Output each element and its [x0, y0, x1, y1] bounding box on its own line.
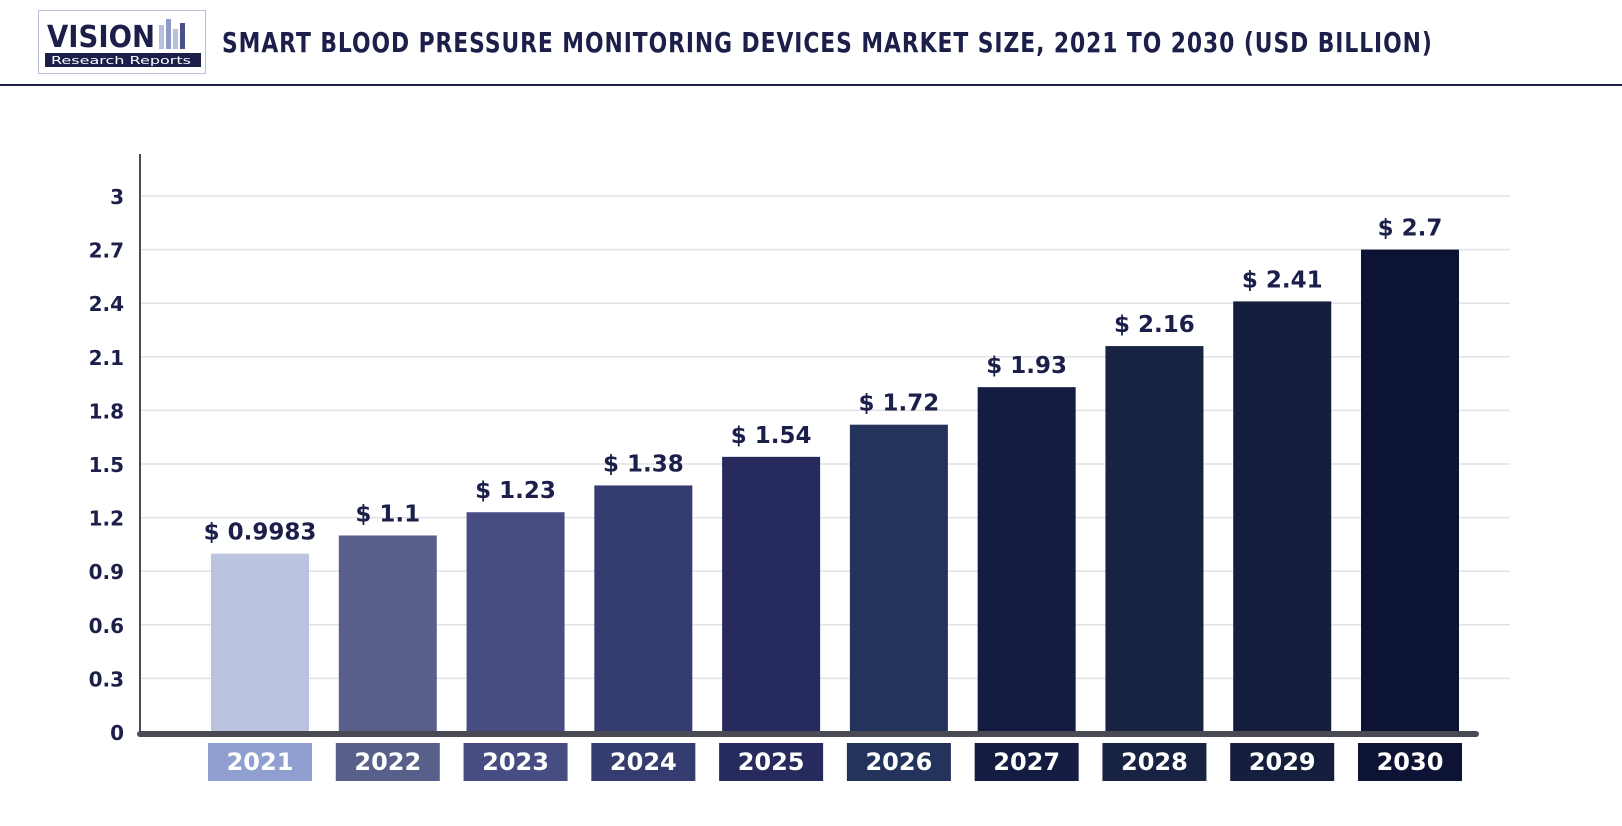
bar-2022 [338, 535, 437, 732]
bar-value-label: $ 2.7 [1378, 216, 1443, 242]
y-tick-label: 0.3 [89, 667, 124, 691]
bar-2030 [1361, 249, 1459, 732]
y-tick-label: 0 [110, 721, 124, 745]
x-tick-label: 2024 [610, 748, 677, 776]
x-tick-label: 2025 [738, 748, 805, 776]
bar-value-label: $ 0.9983 [204, 520, 317, 546]
category-box [1102, 743, 1207, 781]
category-box [719, 743, 824, 781]
bar-chart: 00.30.60.91.21.51.82.12.42.73 $ 0.9983$ … [89, 154, 1510, 781]
header: VISION Research Reports SMART BLOOD PRES… [0, 0, 1622, 86]
bar-2027 [977, 387, 1076, 732]
y-tick-label: 3 [110, 185, 124, 209]
bar-2023 [466, 512, 565, 732]
bar-2028 [1105, 346, 1204, 732]
category-box [463, 743, 568, 781]
x-axis-categories: 2021 2022 2023 2024 2025 2026 2027 2028 2029 2030 [208, 743, 1462, 781]
bar-2024 [594, 485, 693, 732]
axes [137, 154, 1479, 737]
y-tick-label: 1.5 [89, 453, 124, 477]
x-tick-label: 2028 [1121, 748, 1188, 776]
bar-2029 [1233, 301, 1332, 732]
y-tick-label: 0.9 [89, 560, 124, 584]
y-tick-label: 0.6 [89, 614, 124, 638]
category-box [591, 743, 696, 781]
x-tick-label: 2023 [482, 748, 549, 776]
logo-main-text: VISION [47, 20, 155, 55]
y-tick-label: 2.7 [89, 239, 124, 263]
x-tick-label: 2022 [354, 748, 421, 776]
category-box [208, 743, 312, 781]
bar-2026 [849, 424, 948, 732]
logo-sub-text: Research Reports [51, 54, 191, 67]
bar-value-label: $ 1.23 [475, 478, 556, 504]
x-tick-label: 2026 [865, 748, 932, 776]
category-box [846, 743, 951, 781]
x-tick-label: 2029 [1249, 748, 1316, 776]
bars [211, 249, 1459, 732]
bar-value-labels: $ 0.9983 $ 1.1 $ 1.23 $ 1.38 $ 1.54 $ 1.72 $ 1… [204, 216, 1443, 546]
category-box [335, 743, 440, 781]
x-tick-label: 2021 [227, 748, 294, 776]
bar-value-label: $ 1.1 [355, 501, 420, 527]
category-box [1230, 743, 1335, 781]
bar-value-label: $ 1.72 [859, 391, 940, 417]
bar-value-label: $ 2.16 [1114, 312, 1195, 338]
y-tick-label: 1.8 [89, 399, 124, 423]
y-tick-label: 1.2 [89, 507, 124, 531]
bar-value-label: $ 1.93 [986, 353, 1067, 379]
bar-2021 [211, 553, 309, 732]
y-axis-ticks: 0 0.3 0.6 0.9 1.2 1.5 1.8 2.1 2.4 2.7 3 [89, 185, 124, 745]
vision-research-reports-logo: VISION Research Reports [38, 10, 206, 74]
y-tick-label: 2.4 [89, 292, 124, 316]
bar-value-label: $ 1.38 [603, 451, 684, 477]
bar-2025 [722, 456, 821, 732]
category-box [974, 743, 1079, 781]
bar-value-label: $ 2.41 [1242, 267, 1323, 293]
chart-title: SMART BLOOD PRESSURE MONITORING DEVICES … [222, 26, 1433, 59]
x-tick-label: 2030 [1377, 748, 1444, 776]
y-tick-label: 2.1 [89, 346, 124, 370]
x-tick-label: 2027 [993, 748, 1060, 776]
category-box [1358, 743, 1462, 781]
bar-value-label: $ 1.54 [731, 423, 812, 449]
